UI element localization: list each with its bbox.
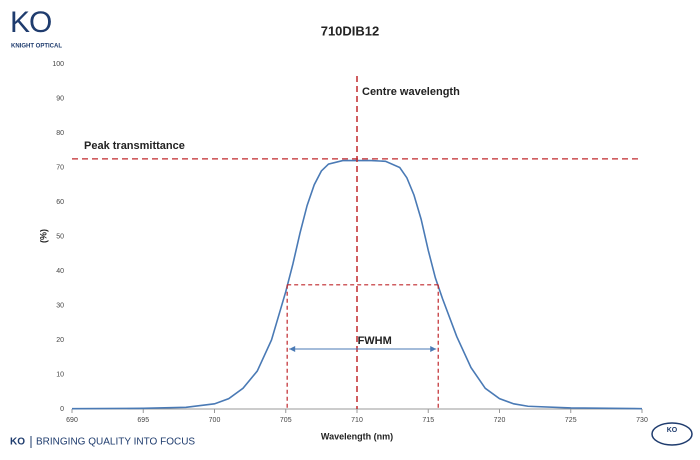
y-tick-label: 60	[56, 199, 64, 206]
y-tick-label: 20	[56, 337, 64, 344]
footer-tagline: BRINGING QUALITY INTO FOCUS	[36, 437, 195, 448]
x-tick-label: 695	[137, 417, 149, 424]
x-tick-label: 705	[280, 417, 292, 424]
series-line	[71, 159, 643, 410]
y-tick-label: 100	[52, 61, 64, 68]
x-tick-label: 730	[636, 417, 648, 424]
y-tick-label: 80	[56, 130, 64, 137]
x-tick-label: 715	[422, 417, 434, 424]
x-tick-label: 720	[494, 417, 506, 424]
y-tick-label: 50	[56, 233, 64, 240]
x-axis-label: Wavelength (nm)	[321, 431, 393, 441]
y-tick-label: 90	[56, 95, 64, 102]
fwhm-label: FWHM	[358, 335, 392, 347]
x-tick-label: 690	[66, 417, 78, 424]
y-axis-label: (%)	[38, 229, 48, 243]
peak-label: Peak transmittance	[84, 140, 185, 152]
x-tick-label: 725	[565, 417, 577, 424]
chart-title: 710DIB12	[321, 23, 380, 38]
y-tick-label: 30	[56, 302, 64, 309]
y-tick-label: 0	[60, 406, 64, 413]
logo-name: KNIGHT OPTICAL	[11, 44, 62, 50]
y-tick-label: 10	[56, 371, 64, 378]
badge-text: KO	[667, 427, 678, 434]
centre-label: Centre wavelength	[362, 86, 460, 98]
y-tick-label: 40	[56, 268, 64, 275]
badge	[651, 422, 693, 446]
footer-logo: KO	[10, 437, 25, 448]
logo: KO	[10, 6, 51, 39]
y-tick-label: 70	[56, 164, 64, 171]
x-tick-label: 710	[351, 417, 363, 424]
x-tick-label: 700	[209, 417, 221, 424]
